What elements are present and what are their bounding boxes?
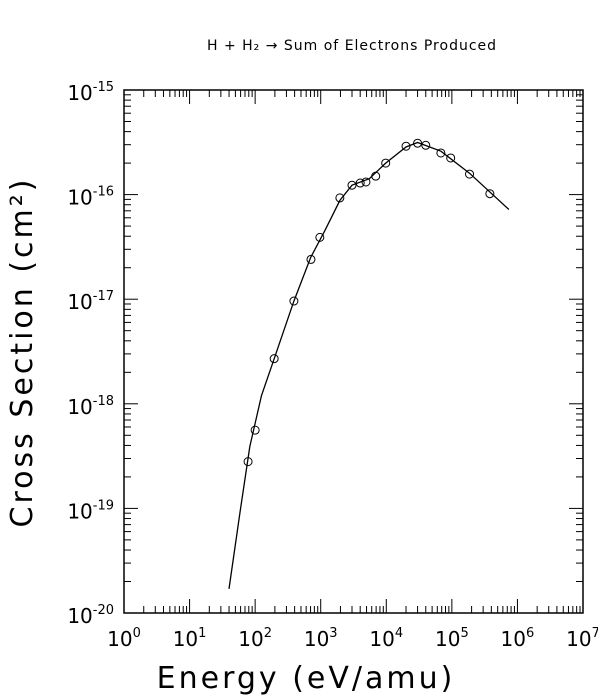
tick-base: 10 xyxy=(501,627,526,651)
tick-base: 10 xyxy=(435,627,460,651)
data-point xyxy=(371,171,381,181)
x-tick-label: 100 xyxy=(107,626,141,651)
tick-base: 10 xyxy=(67,395,92,419)
tick-base: 10 xyxy=(173,627,198,651)
y-tick-label: 10-17 xyxy=(67,289,114,314)
y-tick-label: 10-19 xyxy=(67,498,114,523)
y-tick-label: 10-15 xyxy=(67,80,114,105)
tick-exponent: 7 xyxy=(592,626,598,641)
fit-line xyxy=(228,141,510,589)
tick-exponent: -20 xyxy=(93,603,114,618)
tick-exponent: 0 xyxy=(133,626,141,641)
y-tick-label: 10-18 xyxy=(67,394,114,419)
tick-base: 10 xyxy=(67,499,92,523)
tick-exponent: 5 xyxy=(460,626,468,641)
data-point xyxy=(306,254,316,264)
data-point xyxy=(413,138,423,148)
tick-exponent: 6 xyxy=(526,626,534,641)
tick-exponent: -15 xyxy=(93,80,114,95)
y-axis-label: Cross Section (cm²) xyxy=(5,177,40,528)
data-point xyxy=(347,180,357,190)
data-point xyxy=(269,354,279,364)
x-tick-label: 101 xyxy=(173,626,207,651)
tick-base: 10 xyxy=(67,81,92,105)
data-point xyxy=(421,140,431,150)
data-point xyxy=(361,177,371,187)
tick-base: 10 xyxy=(304,627,329,651)
data-point xyxy=(436,148,446,158)
tick-base: 10 xyxy=(67,604,92,628)
tick-base: 10 xyxy=(107,627,132,651)
x-tick-label: 104 xyxy=(369,626,403,651)
data-point xyxy=(335,193,345,203)
data-point xyxy=(250,425,260,435)
x-tick-label: 105 xyxy=(435,626,469,651)
data-point xyxy=(401,141,411,151)
y-tick-label: 10-20 xyxy=(67,603,114,628)
tick-exponent: -19 xyxy=(93,498,114,513)
x-tick-label: 107 xyxy=(566,626,598,651)
data-point xyxy=(446,153,456,163)
tick-base: 10 xyxy=(369,627,394,651)
tick-base: 10 xyxy=(67,290,92,314)
chart-title: H + H₂ → Sum of Electrons Produced xyxy=(207,38,497,54)
tick-exponent: -16 xyxy=(93,185,114,200)
data-point xyxy=(243,457,253,467)
tick-exponent: 2 xyxy=(264,626,272,641)
data-point xyxy=(381,158,391,168)
y-tick-label: 10-16 xyxy=(67,185,114,210)
data-point xyxy=(355,178,365,188)
tick-base: 10 xyxy=(566,627,591,651)
tick-exponent: -18 xyxy=(93,394,114,409)
data-point xyxy=(289,296,299,306)
data-point xyxy=(485,189,495,199)
tick-exponent: 3 xyxy=(329,626,337,641)
x-tick-label: 102 xyxy=(238,626,272,651)
data-point xyxy=(465,169,475,179)
tick-base: 10 xyxy=(238,627,263,651)
tick-base: 10 xyxy=(67,186,92,210)
data-point xyxy=(315,232,325,242)
tick-exponent: -17 xyxy=(93,289,114,304)
plot-frame xyxy=(123,89,584,614)
x-tick-label: 103 xyxy=(304,626,338,651)
x-tick-label: 106 xyxy=(501,626,535,651)
x-axis-label: Energy (eV/amu) xyxy=(157,661,456,696)
tick-exponent: 1 xyxy=(198,626,206,641)
tick-exponent: 4 xyxy=(395,626,403,641)
